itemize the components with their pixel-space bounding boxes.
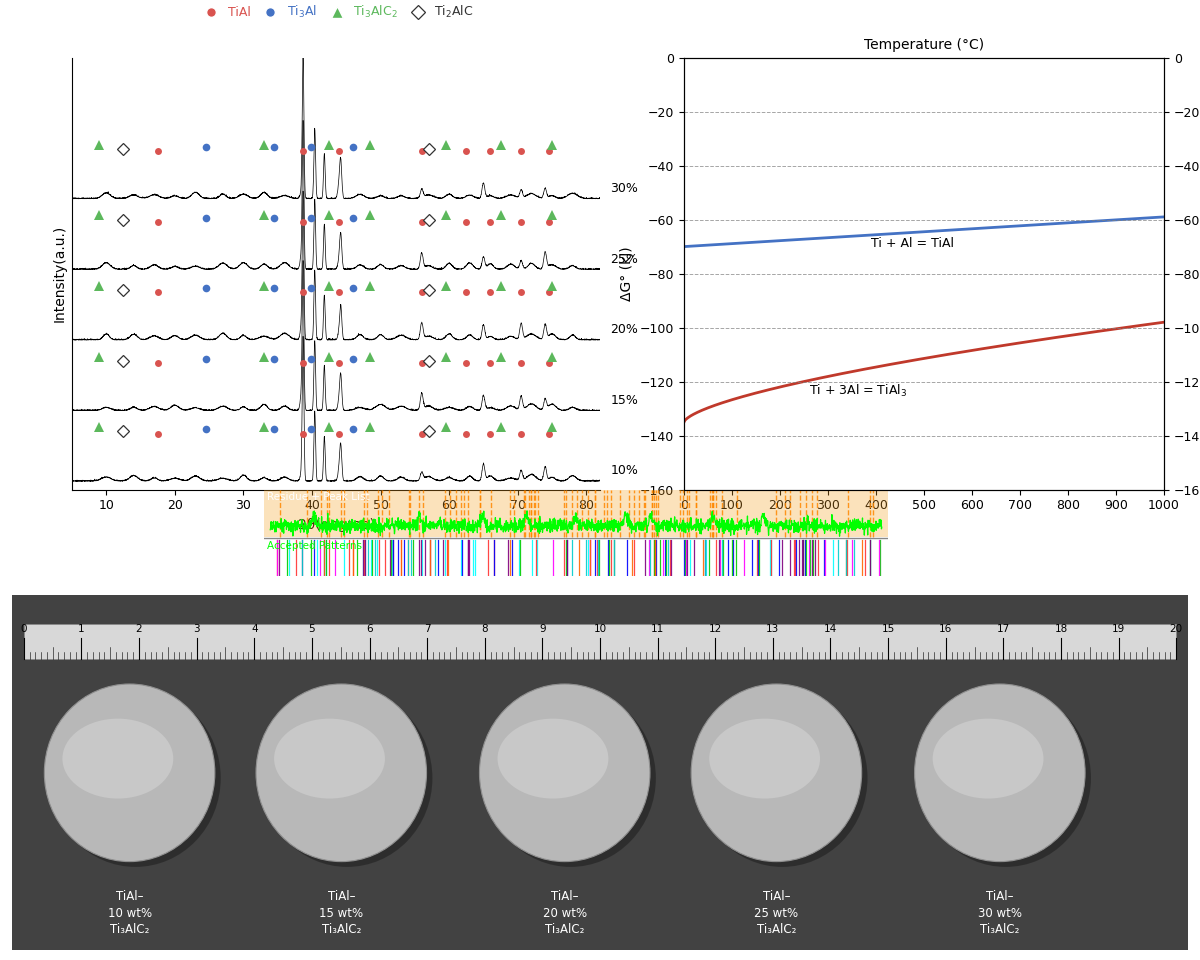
- Text: 15%: 15%: [611, 394, 638, 407]
- Ellipse shape: [691, 684, 862, 862]
- Ellipse shape: [485, 689, 656, 867]
- Title: Temperature (°C): Temperature (°C): [864, 38, 984, 52]
- Ellipse shape: [44, 684, 215, 862]
- Text: 3: 3: [193, 624, 200, 634]
- Ellipse shape: [932, 719, 1044, 799]
- Text: Ti + 3Al = TiAl$_3$: Ti + 3Al = TiAl$_3$: [809, 383, 907, 399]
- Ellipse shape: [62, 719, 173, 799]
- Ellipse shape: [50, 689, 221, 867]
- Text: 17: 17: [997, 624, 1010, 634]
- Text: 9: 9: [539, 624, 546, 634]
- Ellipse shape: [498, 719, 608, 799]
- Text: 15: 15: [882, 624, 895, 634]
- Text: 12: 12: [709, 624, 722, 634]
- Text: 11: 11: [650, 624, 665, 634]
- Text: 30%: 30%: [611, 182, 638, 195]
- Text: 25%: 25%: [611, 252, 638, 266]
- Legend: TiAl, Ti$_3$Al, Ti$_3$AlC$_2$, Ti$_2$AlC: TiAl, Ti$_3$Al, Ti$_3$AlC$_2$, Ti$_2$AlC: [194, 0, 478, 25]
- Text: 4: 4: [251, 624, 258, 634]
- Text: 7: 7: [424, 624, 431, 634]
- Text: 14: 14: [824, 624, 838, 634]
- Text: 20: 20: [1170, 624, 1183, 634]
- Ellipse shape: [262, 689, 432, 867]
- Text: 16: 16: [940, 624, 953, 634]
- Ellipse shape: [480, 684, 650, 862]
- Text: 10: 10: [594, 624, 606, 634]
- Text: 2: 2: [136, 624, 143, 634]
- Text: 10%: 10%: [611, 465, 638, 477]
- Y-axis label: ΔG° (kJ): ΔG° (kJ): [620, 247, 635, 300]
- Text: TiAl–
20 wt%
Ti₃AlC₂: TiAl– 20 wt% Ti₃AlC₂: [542, 890, 587, 936]
- Text: 13: 13: [767, 624, 780, 634]
- Text: TiAl–
25 wt%
Ti₃AlC₂: TiAl– 25 wt% Ti₃AlC₂: [755, 890, 798, 936]
- Text: 6: 6: [366, 624, 373, 634]
- Text: 19: 19: [1112, 624, 1126, 634]
- Y-axis label: Intensity(a.u.): Intensity(a.u.): [53, 225, 66, 323]
- Text: 20%: 20%: [611, 324, 638, 336]
- Ellipse shape: [920, 689, 1091, 867]
- Text: Ti + Al = TiAl: Ti + Al = TiAl: [871, 236, 954, 250]
- Text: 5: 5: [308, 624, 316, 634]
- Ellipse shape: [697, 689, 868, 867]
- Ellipse shape: [709, 719, 820, 799]
- Text: TiAl–
15 wt%
Ti₃AlC₂: TiAl– 15 wt% Ti₃AlC₂: [319, 890, 364, 936]
- Text: 8: 8: [481, 624, 488, 634]
- X-axis label: 2θ(degree): 2θ(degree): [298, 517, 374, 532]
- Bar: [24, 624, 1176, 660]
- Text: TiAl–
30 wt%
Ti₃AlC₂: TiAl– 30 wt% Ti₃AlC₂: [978, 890, 1022, 936]
- Ellipse shape: [274, 719, 385, 799]
- Text: 1: 1: [78, 624, 85, 634]
- Ellipse shape: [256, 684, 426, 862]
- Text: Residue + Peak List: Residue + Peak List: [268, 492, 370, 502]
- Text: 0: 0: [20, 624, 28, 634]
- Text: TiAl–
10 wt%
Ti₃AlC₂: TiAl– 10 wt% Ti₃AlC₂: [108, 890, 151, 936]
- Ellipse shape: [914, 684, 1085, 862]
- Text: 18: 18: [1055, 624, 1068, 634]
- Text: Accepted Patterns: Accepted Patterns: [268, 541, 362, 551]
- Bar: [264, 490, 888, 538]
